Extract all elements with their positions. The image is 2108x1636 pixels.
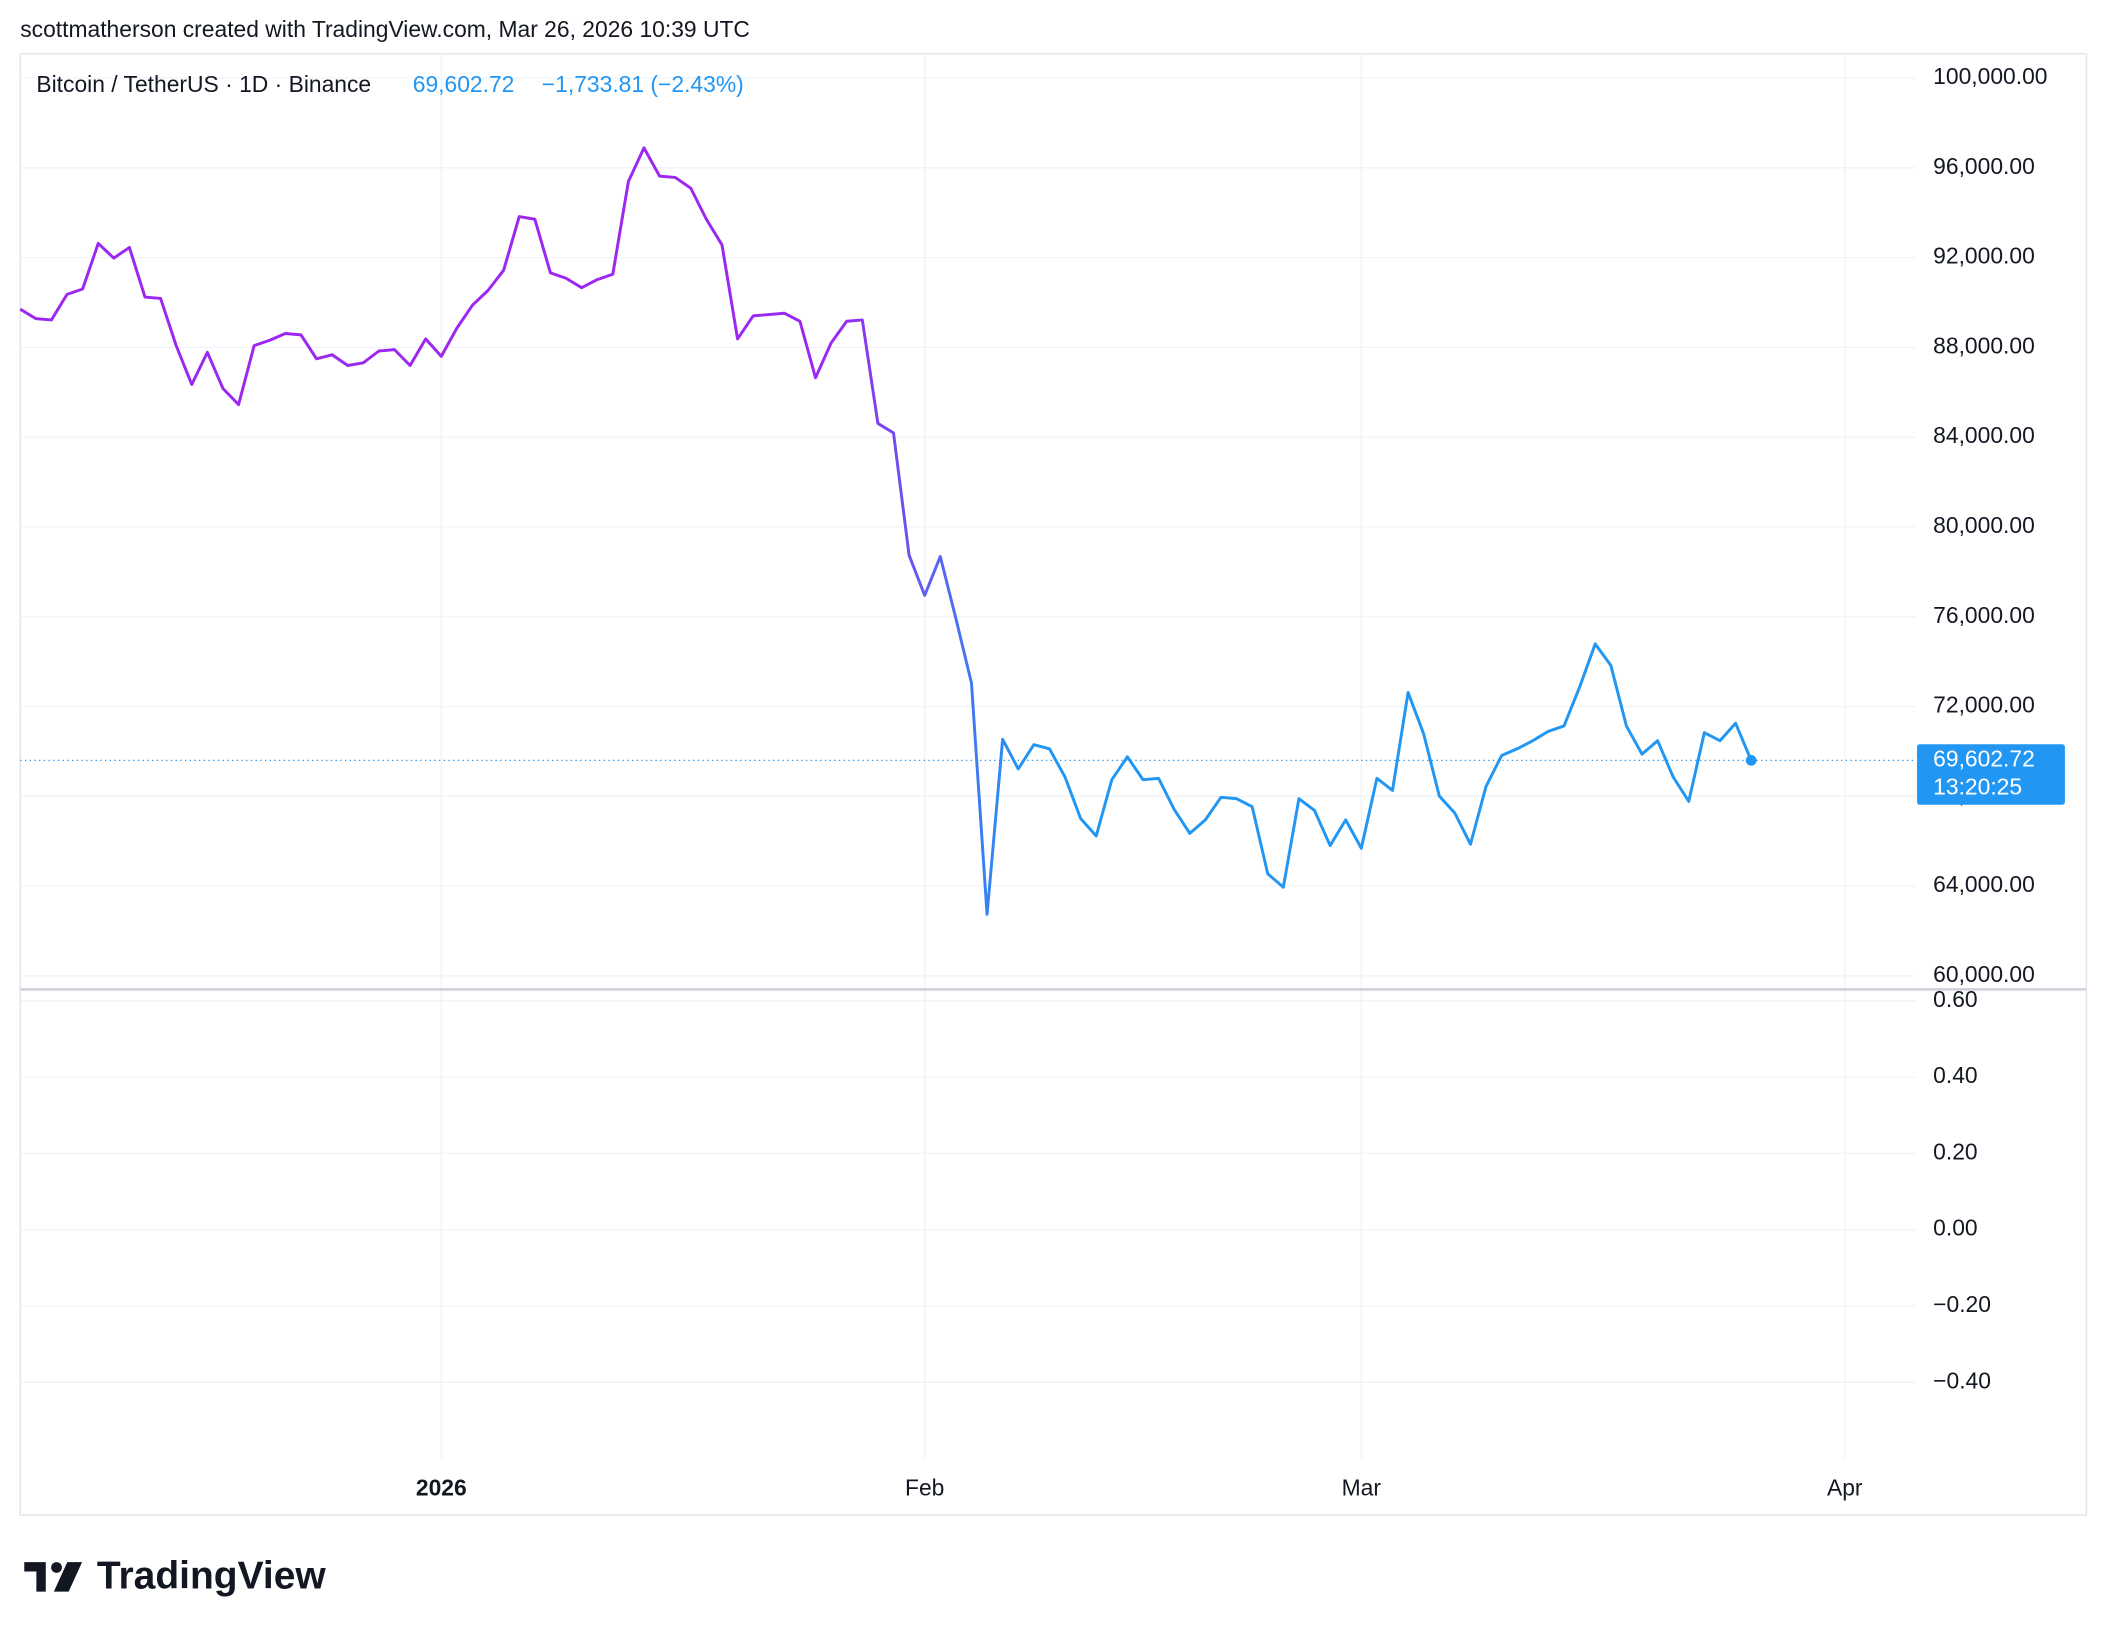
- x-tick-label: Feb: [905, 1475, 944, 1501]
- legend-change: −1,733.81 (−2.43%): [542, 71, 744, 97]
- x-tick-label: 2026: [416, 1475, 467, 1501]
- y-tick-label: 88,000.00: [1933, 332, 2035, 358]
- price-tag-countdown: 13:20:25: [1933, 774, 2022, 800]
- y-tick-label: 76,000.00: [1933, 602, 2035, 628]
- y-tick-label: 80,000.00: [1933, 512, 2035, 538]
- header: scottmatherson created with TradingView.…: [20, 16, 750, 42]
- y-tick-label: 72,000.00: [1933, 692, 2035, 718]
- last-point: [1745, 754, 1757, 766]
- y-tick-label: 84,000.00: [1933, 422, 2035, 448]
- y-tick-label: 0.40: [1933, 1062, 1977, 1088]
- logo: TradingView: [24, 1554, 326, 1597]
- y-tick-label: 92,000.00: [1933, 243, 2035, 269]
- y-tick-label: 0.60: [1933, 986, 1977, 1012]
- price-line: [19, 146, 1753, 916]
- y-tick-label: 64,000.00: [1933, 871, 2035, 897]
- grid: [20, 53, 1916, 1459]
- logo-icon: [53, 1562, 83, 1592]
- logo-icon: [24, 1562, 46, 1592]
- y-tick-label: −0.40: [1933, 1367, 1991, 1393]
- logo-text: TradingView: [97, 1554, 327, 1597]
- x-tick-label: Apr: [1827, 1475, 1863, 1501]
- logo-icon: [51, 1562, 62, 1573]
- y-tick-label: −0.20: [1933, 1291, 1991, 1317]
- frame: [19, 53, 2088, 1516]
- x-tick-label: Mar: [1342, 1475, 1382, 1501]
- y-tick-label: 100,000.00: [1933, 63, 2047, 89]
- plot: [19, 146, 1916, 916]
- legend-symbol: Bitcoin / TetherUS · 1D · Binance: [36, 71, 371, 97]
- y-tick-label: 0.20: [1933, 1138, 1977, 1164]
- price-tag: [1917, 744, 2065, 805]
- price-tag-price: 69,602.72: [1933, 745, 2035, 771]
- y-tick-label: 0.00: [1933, 1215, 1977, 1241]
- y-tick-label: 96,000.00: [1933, 153, 2035, 179]
- legend-price: 69,602.72: [413, 71, 515, 97]
- y-tick-label: 60,000.00: [1933, 961, 2035, 987]
